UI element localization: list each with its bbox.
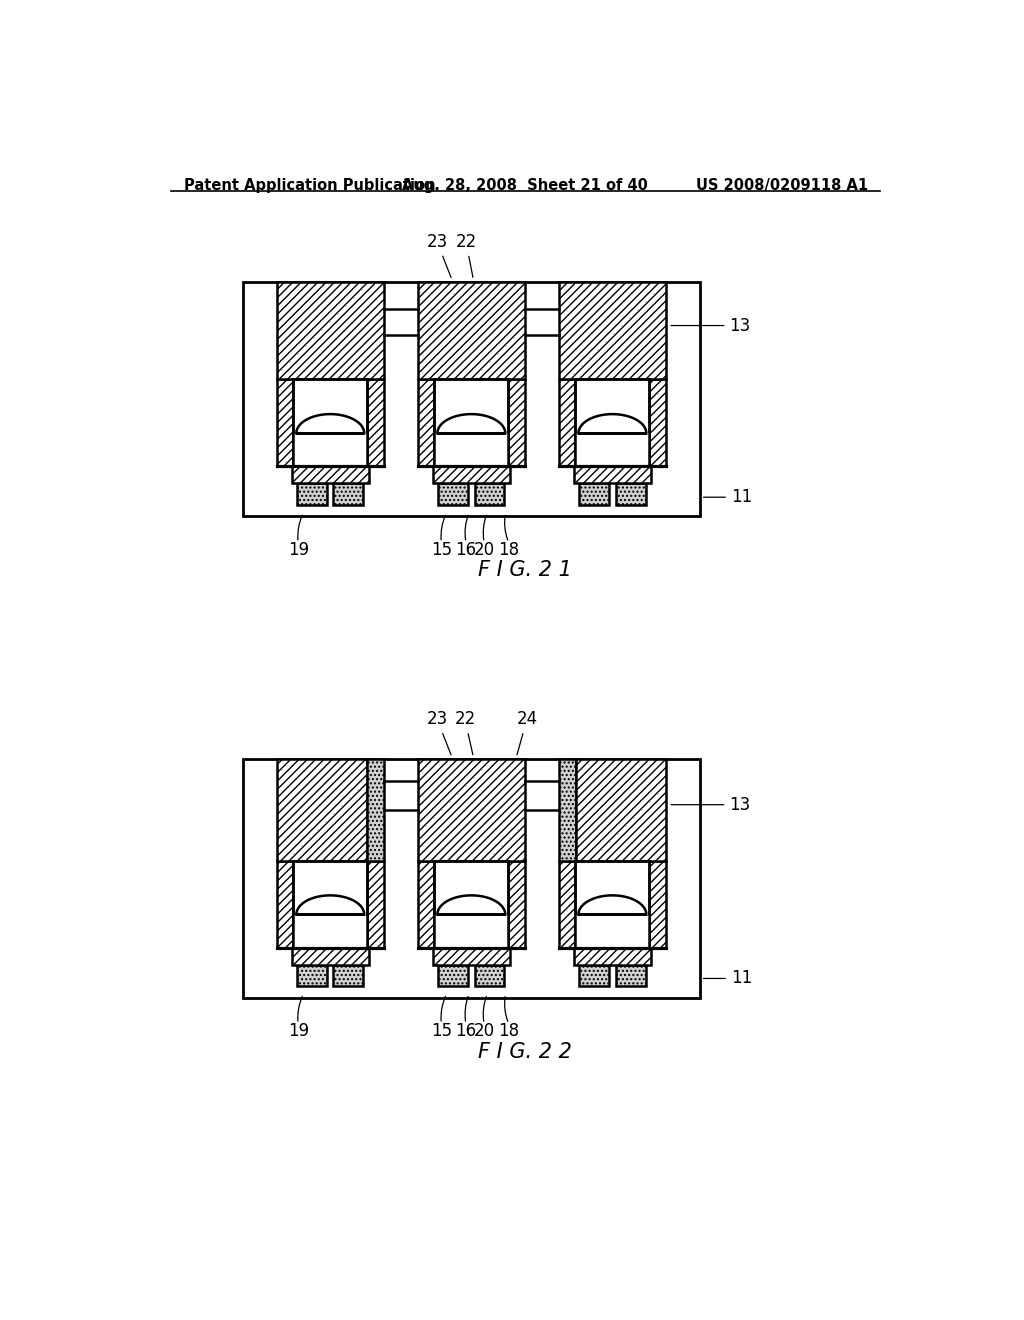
Text: 20: 20 bbox=[473, 541, 495, 560]
Bar bbox=[575, 915, 649, 948]
Bar bbox=[580, 965, 609, 986]
Bar bbox=[577, 759, 666, 861]
Bar bbox=[438, 483, 468, 506]
Text: 15: 15 bbox=[431, 1022, 452, 1040]
Text: 20: 20 bbox=[473, 1022, 495, 1040]
Bar bbox=[368, 861, 384, 948]
Bar bbox=[433, 466, 510, 483]
Bar bbox=[474, 483, 505, 506]
Bar bbox=[433, 948, 510, 965]
Bar bbox=[575, 861, 649, 948]
Bar bbox=[559, 861, 575, 948]
Polygon shape bbox=[296, 895, 365, 915]
Bar bbox=[575, 379, 649, 466]
Bar bbox=[367, 759, 384, 861]
Polygon shape bbox=[579, 895, 646, 915]
Bar bbox=[434, 433, 508, 466]
Text: Aug. 28, 2008  Sheet 21 of 40: Aug. 28, 2008 Sheet 21 of 40 bbox=[401, 178, 648, 193]
Bar bbox=[508, 379, 524, 466]
Text: F I G. 2 2: F I G. 2 2 bbox=[478, 1041, 571, 1061]
Text: 13: 13 bbox=[671, 796, 751, 813]
Bar bbox=[434, 861, 508, 948]
Text: 19: 19 bbox=[288, 1022, 309, 1040]
Text: 15: 15 bbox=[431, 541, 452, 560]
Bar bbox=[292, 466, 369, 483]
Bar bbox=[508, 861, 524, 948]
Bar bbox=[434, 379, 508, 466]
Bar bbox=[276, 379, 294, 466]
Bar bbox=[559, 379, 575, 466]
Bar bbox=[276, 759, 367, 861]
Polygon shape bbox=[579, 414, 646, 433]
Bar bbox=[573, 466, 651, 483]
Text: 24: 24 bbox=[516, 710, 538, 755]
Bar bbox=[575, 433, 649, 466]
Bar bbox=[474, 965, 505, 986]
Text: 18: 18 bbox=[499, 1022, 519, 1040]
Text: 11: 11 bbox=[703, 488, 753, 506]
Text: 23: 23 bbox=[426, 710, 451, 755]
Bar bbox=[418, 759, 525, 861]
Bar bbox=[294, 433, 368, 466]
Bar bbox=[294, 379, 368, 466]
Bar bbox=[434, 915, 508, 948]
Bar bbox=[294, 915, 368, 948]
Text: 16: 16 bbox=[456, 541, 476, 560]
Bar bbox=[418, 861, 434, 948]
Bar bbox=[276, 861, 294, 948]
Bar bbox=[438, 965, 468, 986]
Bar bbox=[615, 965, 645, 986]
Text: 23: 23 bbox=[426, 232, 451, 277]
Bar bbox=[649, 861, 666, 948]
Bar bbox=[334, 965, 364, 986]
Bar bbox=[580, 483, 609, 506]
Polygon shape bbox=[296, 414, 365, 433]
Bar bbox=[615, 483, 645, 506]
Bar bbox=[334, 483, 364, 506]
Bar bbox=[649, 379, 666, 466]
Bar bbox=[243, 759, 700, 998]
Text: 13: 13 bbox=[671, 317, 751, 334]
Bar bbox=[559, 759, 577, 861]
Text: 16: 16 bbox=[456, 1022, 476, 1040]
Text: US 2008/0209118 A1: US 2008/0209118 A1 bbox=[696, 178, 868, 193]
Text: F I G. 2 1: F I G. 2 1 bbox=[478, 561, 571, 581]
Bar bbox=[573, 948, 651, 965]
Bar bbox=[276, 281, 384, 379]
Polygon shape bbox=[437, 895, 505, 915]
Bar bbox=[297, 965, 327, 986]
Text: 18: 18 bbox=[499, 541, 519, 560]
Bar bbox=[418, 281, 525, 379]
Bar bbox=[243, 281, 700, 516]
Bar bbox=[297, 483, 327, 506]
Bar bbox=[368, 379, 384, 466]
Text: 22: 22 bbox=[456, 232, 476, 277]
Bar bbox=[294, 861, 368, 948]
Polygon shape bbox=[437, 414, 505, 433]
Text: 19: 19 bbox=[288, 541, 309, 560]
Bar bbox=[292, 948, 369, 965]
Bar bbox=[559, 281, 666, 379]
Bar bbox=[418, 379, 434, 466]
Text: 11: 11 bbox=[703, 969, 753, 987]
Text: 22: 22 bbox=[455, 710, 475, 755]
Text: Patent Application Publication: Patent Application Publication bbox=[183, 178, 435, 193]
